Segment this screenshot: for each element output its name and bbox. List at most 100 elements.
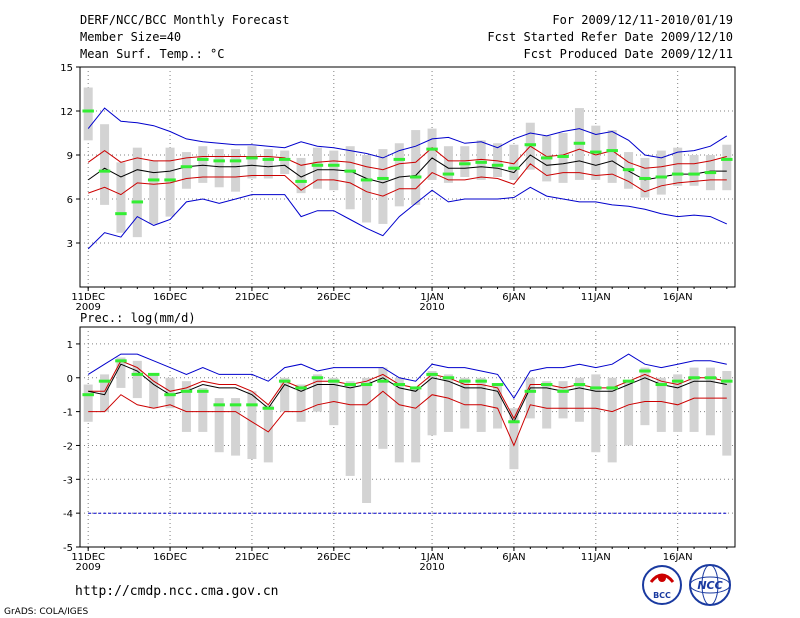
prec-median-marker	[98, 379, 111, 383]
temp-x-year-label: 2009	[75, 302, 100, 313]
prec-plot-frame	[79, 326, 736, 548]
prec-median-marker	[360, 383, 373, 387]
temp-x-tick-label: 26DEC	[317, 292, 351, 303]
prec-median-marker	[459, 379, 471, 383]
temp-y-tick-label: 12	[60, 107, 73, 118]
temp-ensemble-box	[165, 147, 175, 217]
prec-ensemble-box	[656, 377, 666, 432]
prec-ensemble-box	[443, 374, 453, 432]
fcst-produced-label: Fcst Produced Date 2009/12/11	[523, 47, 733, 61]
temp-ensemble-box	[116, 162, 126, 233]
prec-median-marker	[180, 389, 193, 393]
prec-median-marker	[328, 379, 340, 383]
temp-ensemble-box	[476, 140, 486, 180]
temp-median-marker	[721, 157, 733, 161]
bottom-panel-variable-label: Prec.: log(mm/d)	[80, 311, 196, 325]
prec-ensemble-box	[591, 374, 601, 453]
temp-median-marker	[131, 200, 144, 204]
prec-ensemble-box	[378, 367, 388, 449]
temp-median-marker	[704, 171, 717, 175]
temp-ensemble-box	[100, 124, 110, 205]
temp-mean-line	[87, 154, 727, 184]
temp-ensemble-box	[247, 146, 257, 179]
temp-ensemble-box	[673, 147, 683, 186]
prec-ensemble-box	[673, 374, 683, 432]
prec-median-marker	[557, 389, 569, 393]
temp-median-marker	[164, 178, 176, 182]
prec-median-marker	[540, 383, 553, 387]
temp-lower-line	[88, 163, 727, 197]
prec-ensemble-box	[100, 374, 110, 412]
temp-median-marker	[491, 163, 504, 167]
temp-median-marker	[442, 172, 455, 176]
prec-median-marker	[229, 403, 242, 407]
prec-median-marker	[426, 372, 438, 376]
prec-ensemble-box	[362, 377, 372, 503]
figure-title: DERF/NCC/BCC Monthly Forecast	[80, 13, 290, 27]
temp-median-marker	[328, 163, 340, 167]
prec-median-marker	[393, 383, 406, 387]
prec-x-tick-label: 11DEC	[71, 552, 105, 563]
temp-median-marker	[278, 157, 291, 161]
temp-ensemble-box	[312, 147, 322, 189]
prec-x-tick-label: 21DEC	[235, 552, 269, 563]
temp-median-marker	[147, 178, 160, 182]
prec-y-tick-label: 1	[67, 340, 73, 351]
footer-url: http://cmdp.ncc.cma.gov.cn	[75, 584, 279, 599]
temp-x-year-label: 2010	[419, 302, 444, 313]
prec-ensemble-box	[394, 377, 404, 463]
temp-ensemble-box	[181, 152, 191, 189]
temp-median-marker	[606, 149, 618, 153]
prec-max-line	[87, 353, 727, 400]
prec-median-marker	[622, 379, 635, 383]
temp-ensemble-box	[345, 146, 355, 210]
temp-median-marker	[360, 178, 373, 182]
prec-y-tick-label: -2	[63, 441, 73, 452]
temp-median-marker	[508, 166, 520, 170]
temp-median-marker	[262, 157, 275, 161]
prec-median-marker	[246, 403, 258, 407]
temp-median-marker	[590, 150, 602, 154]
temp-x-tick-label: 16DEC	[153, 292, 187, 303]
temp-median-marker	[475, 160, 487, 164]
member-size-label: Member Size=40	[80, 30, 181, 44]
temp-ensemble-box	[607, 130, 617, 183]
prec-median-marker	[508, 420, 520, 424]
temp-median-marker	[573, 141, 586, 145]
temp-median-marker	[622, 168, 635, 172]
temp-median-marker	[344, 169, 356, 173]
temp-ensemble-box	[149, 160, 159, 224]
prec-x-tick-label: 6JAN	[502, 552, 525, 563]
prec-median-marker	[606, 386, 618, 390]
prec-y-tick-label: -1	[63, 408, 73, 419]
prec-median-marker	[197, 389, 209, 393]
temp-y-tick-label: 15	[60, 63, 73, 74]
prec-ensemble-box	[280, 377, 290, 412]
prec-ensemble-box	[83, 384, 93, 422]
prec-ensemble-box	[312, 374, 322, 412]
prec-x-tick-label: 1JAN	[420, 552, 443, 563]
prec-x-year-label: 2009	[75, 562, 100, 573]
prec-y-tick-label: -5	[63, 543, 73, 554]
prec-ensemble-box	[231, 398, 241, 456]
grads-credit: GrADS: COLA/IGES	[4, 607, 88, 617]
temp-x-tick-label: 21DEC	[235, 292, 269, 303]
prec-ensemble-box	[542, 381, 552, 429]
temp-ensemble-box	[231, 149, 241, 192]
prec-median-marker	[573, 383, 586, 387]
prec-median-marker	[213, 403, 225, 407]
prec-ensemble-box	[493, 384, 503, 429]
prec-median-marker	[688, 376, 700, 380]
temp-max-line	[87, 107, 728, 159]
temp-median-marker	[295, 179, 307, 183]
prec-ensemble-box	[165, 377, 175, 409]
prec-ensemble-box	[345, 381, 355, 476]
prec-ensemble-box	[509, 408, 519, 470]
temp-median-marker	[393, 157, 406, 161]
temp-ensemble-box	[378, 149, 388, 224]
prec-ensemble-box	[705, 367, 715, 436]
temp-ensemble-box	[509, 144, 519, 180]
temp-median-marker	[639, 176, 651, 180]
temp-median-marker	[671, 172, 684, 176]
